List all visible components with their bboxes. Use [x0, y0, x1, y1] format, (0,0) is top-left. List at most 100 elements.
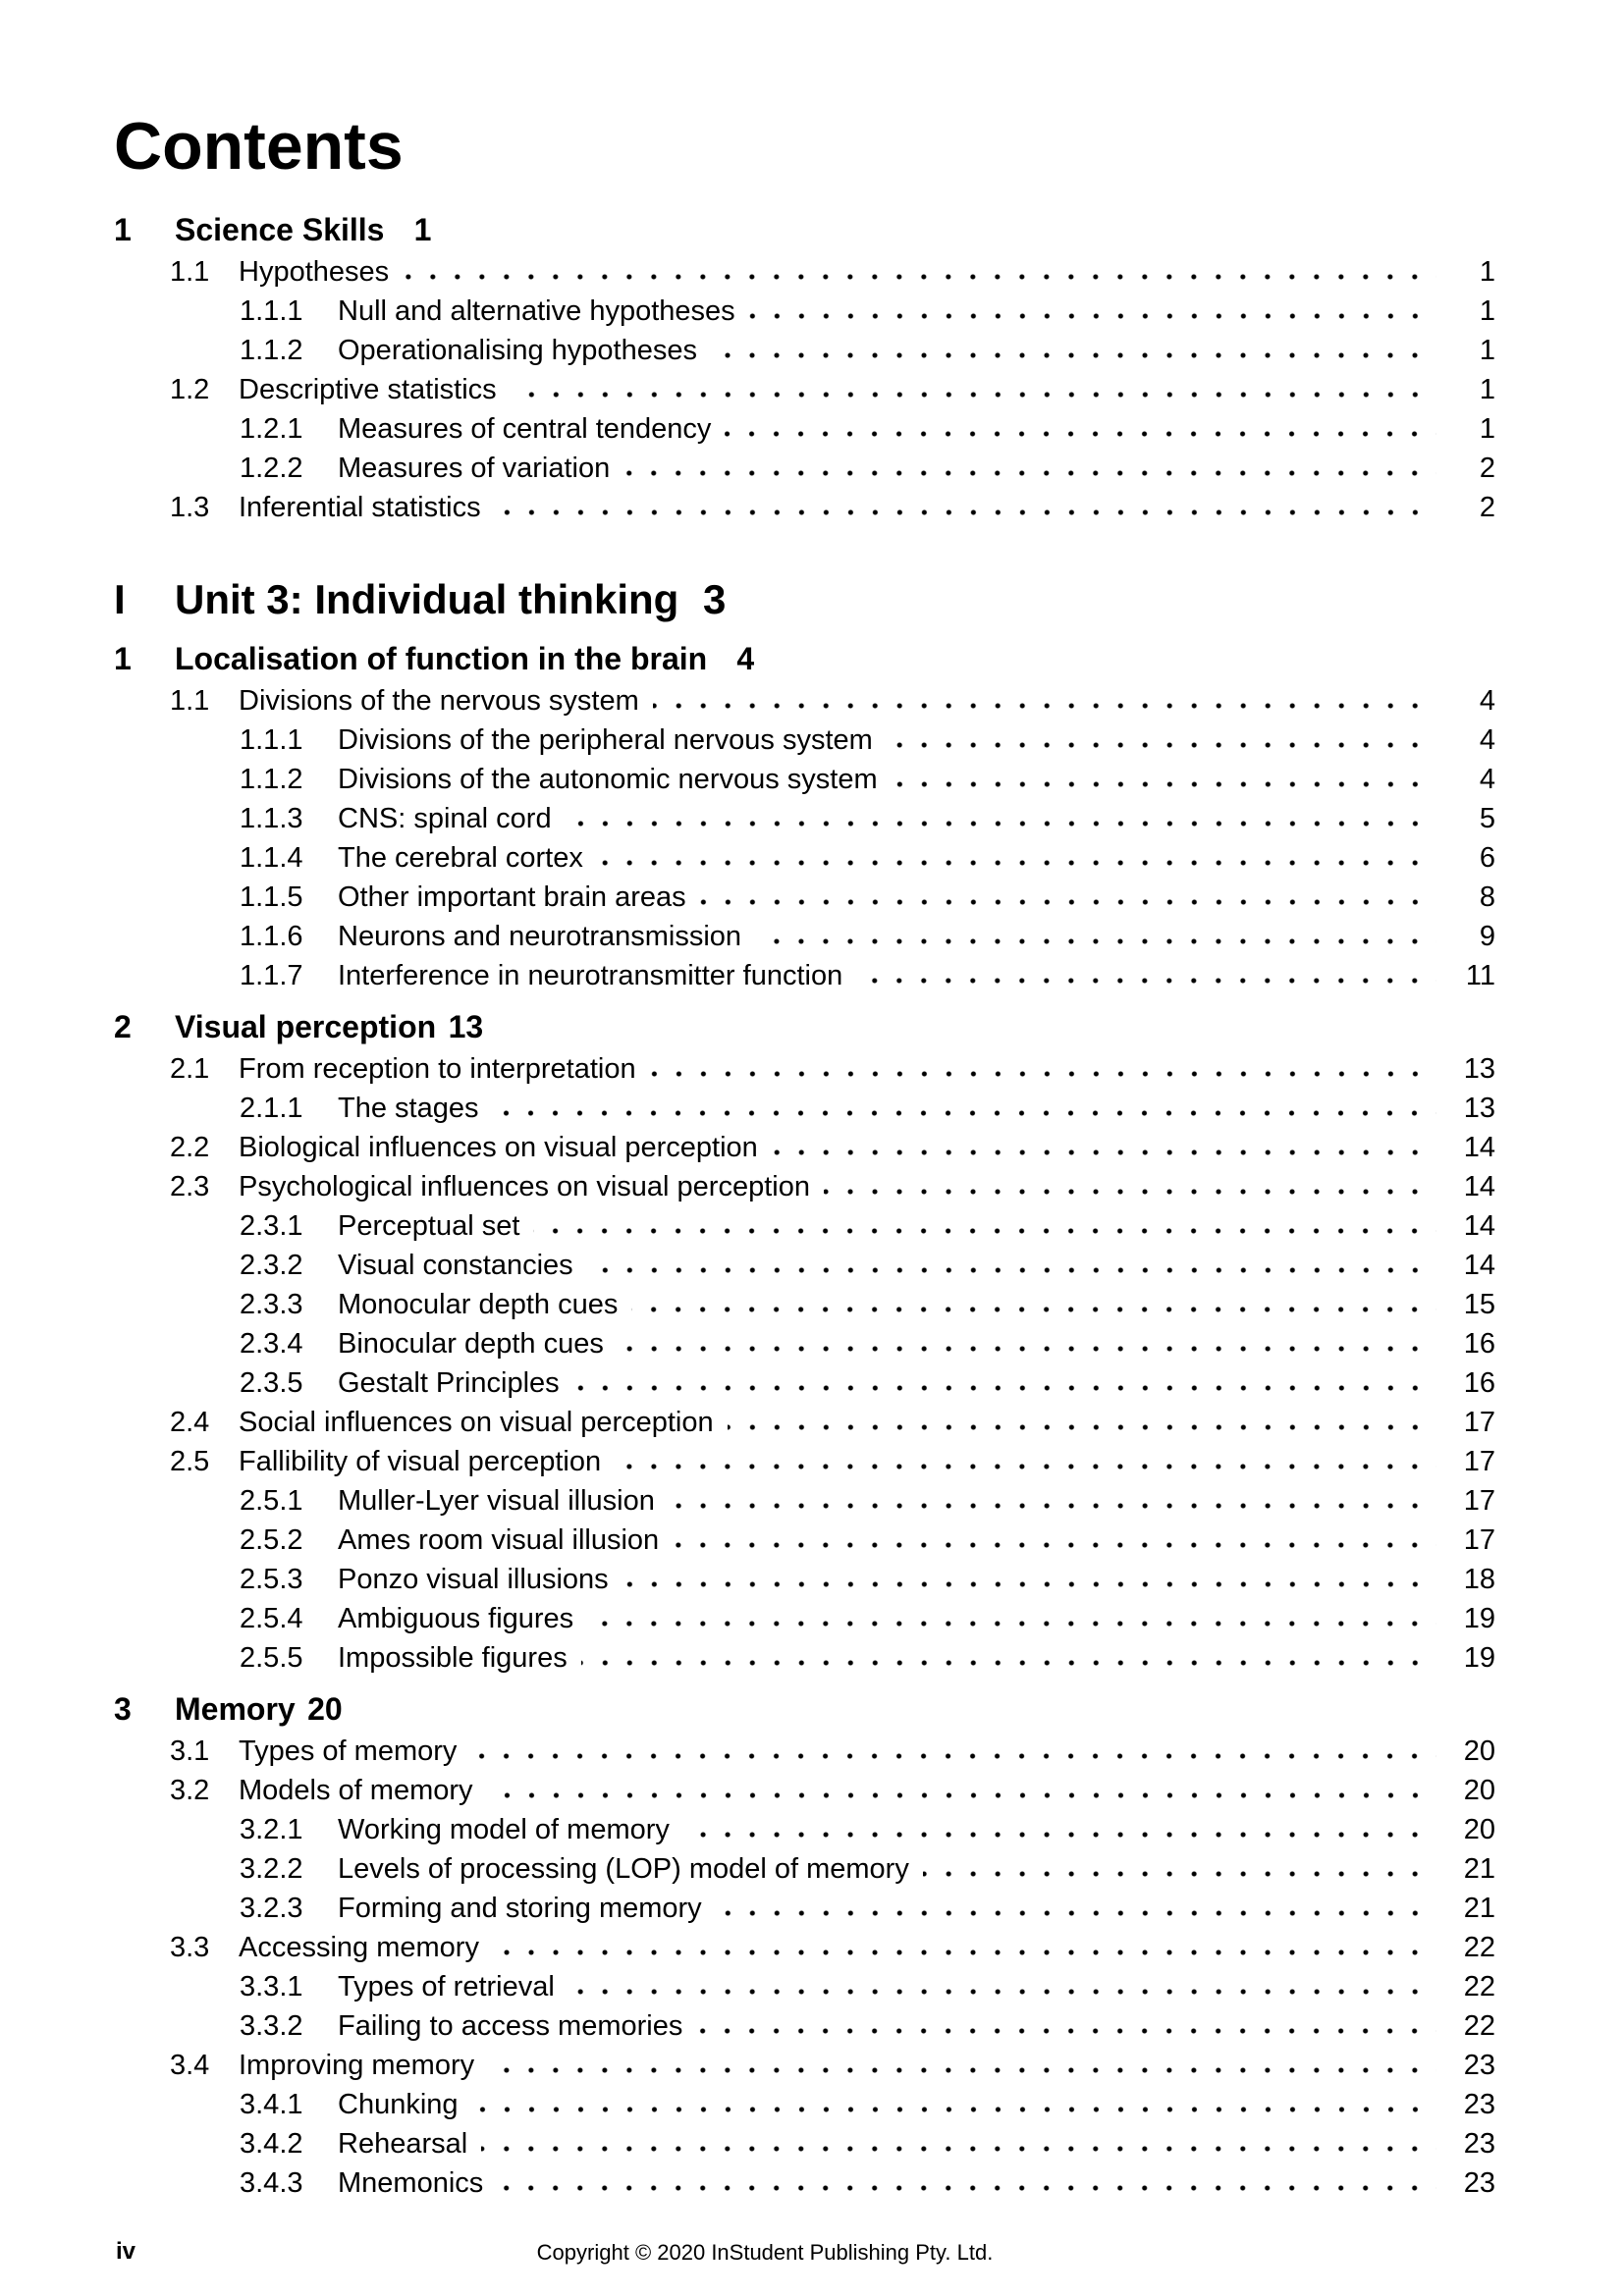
entry-title: Biological influences on visual percepti…	[239, 1131, 758, 1163]
entry-number: 3.4.3	[240, 2166, 303, 2199]
entry-page: 13	[448, 1008, 484, 1044]
dot-leader	[771, 1148, 1436, 1155]
entry-number: 2.3.5	[240, 1366, 303, 1399]
toc-entry: 2.2 Biological influences on visual perc…	[114, 1128, 1495, 1167]
entry-page: 1	[1479, 334, 1495, 366]
dot-leader	[725, 430, 1436, 437]
entry-number: 2.3.2	[240, 1249, 303, 1281]
toc-entry: 3.3.1 Types of retrieval 22	[114, 1967, 1495, 2006]
dot-leader	[568, 1988, 1436, 1995]
entry-page: 16	[1463, 1366, 1495, 1399]
entry-number: 1.2.2	[240, 452, 303, 484]
entry-page: 2	[1479, 491, 1495, 523]
dot-leader	[649, 1070, 1436, 1077]
toc-entry: 2.5.5 Impossible figures 19	[114, 1638, 1495, 1678]
toc-entry: 3.4.2 Rehearsal 23	[114, 2124, 1495, 2163]
entry-number: 1.1.5	[240, 881, 303, 913]
dot-leader	[494, 508, 1436, 515]
dot-leader	[510, 391, 1436, 398]
dot-leader	[682, 1831, 1436, 1838]
entry-title: Visual constancies	[338, 1249, 573, 1281]
entry-title: Hypotheses	[239, 255, 390, 288]
toc-entry: 1.1.4 The cerebral cortex 6	[114, 838, 1495, 878]
entry-page: 16	[1463, 1327, 1495, 1360]
entry-number: 1.1.1	[240, 723, 303, 756]
entry-number: 3.4.2	[240, 2127, 303, 2160]
dot-leader	[668, 1502, 1436, 1509]
entry-number: 3	[114, 1690, 132, 1727]
toc-entry: 2.1.1 The stages 13	[114, 1089, 1495, 1128]
toc-entry: 1.1.7 Interference in neurotransmitter f…	[114, 956, 1495, 995]
entry-title: Descriptive statistics	[239, 373, 497, 405]
entry-number: 1	[114, 211, 132, 247]
entry-number: 1.1.4	[240, 841, 303, 874]
toc-entry: 1.1.5 Other important brain areas 8	[114, 878, 1495, 917]
entry-page: 11	[1465, 959, 1495, 991]
toc-entry: 2.5.4 Ambiguous figures 19	[114, 1599, 1495, 1638]
entry-title: Unit 3: Individual thinking	[175, 575, 679, 622]
entry-title: Models of memory	[239, 1774, 473, 1806]
toc-entry: 3.4.3 Mnemonics 23	[114, 2163, 1495, 2203]
entry-title: Visual perception	[175, 1008, 437, 1044]
entry-number: I	[114, 575, 126, 622]
entry-page: 14	[1463, 1131, 1495, 1163]
toc-entry: 1.1.3 CNS: spinal cord 5	[114, 799, 1495, 838]
entry-page: 1	[413, 211, 432, 247]
dot-leader	[652, 702, 1436, 709]
toc-entry: 3.4.1 Chunking 23	[114, 2085, 1495, 2124]
entry-page: 1	[1479, 255, 1495, 288]
entry-page: 17	[1463, 1406, 1495, 1438]
entry-title: Failing to access memories	[338, 2009, 683, 2042]
entry-number: 2.1	[170, 1052, 210, 1085]
entry-page: 17	[1463, 1445, 1495, 1477]
dot-leader	[587, 1620, 1436, 1627]
toc-entry: 2.3.3 Monocular depth cues 15	[114, 1285, 1495, 1324]
toc-entry: 2.3.2 Visual constancies 14	[114, 1246, 1495, 1285]
entry-number: 1.1.1	[240, 294, 303, 327]
entry-title: Measures of variation	[338, 452, 611, 484]
toc-entry: 1.1.2 Operationalising hypotheses 1	[114, 331, 1495, 370]
dot-leader	[492, 1109, 1436, 1116]
dot-leader	[492, 1949, 1436, 1955]
entry-number: 2.4	[170, 1406, 210, 1438]
entry-page: 4	[736, 640, 755, 676]
entry-page: 20	[307, 1690, 343, 1727]
dot-leader	[470, 1752, 1436, 1759]
toc-entry: 1 Localisation of function in the brain …	[114, 636, 1495, 681]
toc-entry: 3.4 Improving memory 23	[114, 2046, 1495, 2085]
toc-entry: 2.5.3 Ponzo visual illusions 18	[114, 1560, 1495, 1599]
entry-number: 3.3.2	[240, 2009, 303, 2042]
toc-content: Contents 1 Science Skills 1 1.1 Hypothes…	[0, 110, 1624, 2203]
toc-entry: 1.1.2 Divisions of the autonomic nervous…	[114, 760, 1495, 799]
toc-entry: 2 Visual perception 13	[114, 1004, 1495, 1049]
toc-entry: 1.1 Divisions of the nervous system 4	[114, 681, 1495, 721]
entry-page: 4	[1479, 723, 1495, 756]
entry-page: 1	[1479, 373, 1495, 405]
dot-leader	[403, 273, 1436, 280]
entry-number: 2.5	[170, 1445, 210, 1477]
entry-title: CNS: spinal cord	[338, 802, 552, 834]
toc-entry: 1.1.1 Null and alternative hypotheses 1	[114, 292, 1495, 331]
dot-leader	[617, 1345, 1436, 1352]
entry-page: 13	[1463, 1052, 1495, 1085]
entry-page: 21	[1463, 1852, 1495, 1885]
toc-entry: 3.1 Types of memory 20	[114, 1732, 1495, 1771]
entry-title: Working model of memory	[338, 1813, 670, 1845]
dot-leader	[623, 469, 1436, 476]
entry-number: 2	[114, 1008, 132, 1044]
entry-page: 6	[1479, 841, 1495, 874]
dot-leader	[891, 780, 1436, 787]
entry-page: 3	[702, 575, 727, 622]
page-footer: iv Copyright © 2020 InStudent Publishing…	[0, 2238, 1624, 2277]
entry-title: Science Skills	[175, 211, 385, 247]
entry-page: 13	[1463, 1092, 1495, 1124]
toc-entry: 3.2.3 Forming and storing memory 21	[114, 1889, 1495, 1928]
entry-title: Ponzo visual illusions	[338, 1563, 609, 1595]
entry-title: Neurons and neurotransmission	[338, 920, 742, 952]
entry-number: 1.1.6	[240, 920, 303, 952]
entry-title: Interference in neurotransmitter functio…	[338, 959, 843, 991]
entry-title: The cerebral cortex	[338, 841, 583, 874]
toc-entry: I Unit 3: Individual thinking 3	[114, 572, 1495, 627]
entry-number: 1.1	[170, 255, 210, 288]
